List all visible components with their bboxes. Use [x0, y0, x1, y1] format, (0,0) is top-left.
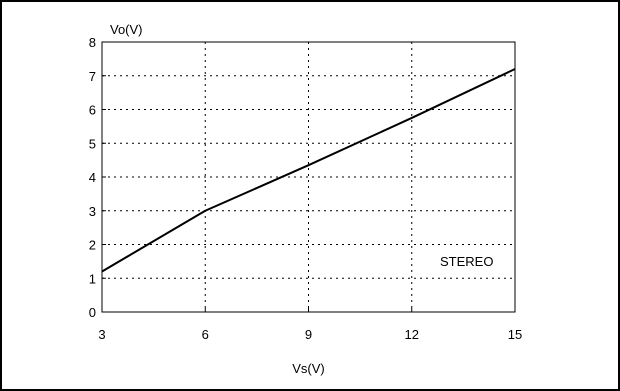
- y-tick-label: 7: [89, 69, 96, 84]
- y-tick-label: 8: [89, 35, 96, 50]
- x-tick-label: 15: [508, 327, 522, 342]
- y-tick-label: 4: [89, 170, 96, 185]
- y-tick-label: 1: [89, 271, 96, 286]
- x-tick-label: 6: [202, 327, 209, 342]
- x-tick-label: 9: [305, 327, 312, 342]
- grid: [102, 42, 515, 312]
- y-tick-label: 0: [89, 305, 96, 320]
- y-tick-label: 6: [89, 103, 96, 118]
- y-tick-label: 5: [89, 136, 96, 151]
- x-tick-label: 12: [405, 327, 419, 342]
- y-tick-label: 3: [89, 204, 96, 219]
- series: [101, 68, 516, 273]
- x-tick-label: 3: [98, 327, 105, 342]
- x-axis-title: Vs(V): [292, 361, 325, 376]
- y-tick-label: 2: [89, 238, 96, 253]
- stereo-annotation: STEREO: [440, 254, 493, 269]
- series-line: [101, 68, 516, 273]
- y-axis-title: Vo(V): [110, 22, 143, 37]
